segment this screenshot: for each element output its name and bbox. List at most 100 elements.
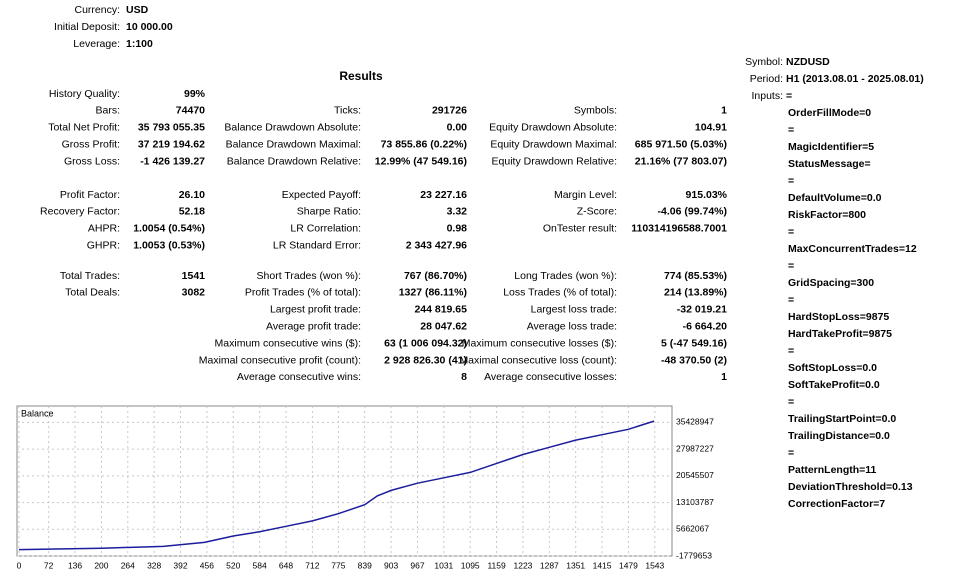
stat-label: GHPR: [87,239,120,251]
input-param: CorrectionFactor=7 [788,498,885,510]
results-title: Results [339,69,383,83]
setting-value: = [786,90,792,102]
stat-value: 110314196588.7001 [631,223,727,235]
y-tick-label: -1779653 [676,550,712,560]
y-tick-label: 13103787 [676,497,714,507]
stat-value: 1541 [182,270,206,282]
x-tick-label: 1415 [593,560,612,570]
stat-value: 2 928 826.30 (41) [384,354,467,366]
stat-value: 73 855.86 (0.22%) [381,138,467,150]
x-tick-label: 584 [253,560,267,570]
field-value: USD [126,4,149,16]
input-param: OrderFillMode=0 [788,107,871,119]
stat-label: Average loss trade: [527,320,617,332]
stat-value: 37 219 194.62 [138,138,205,150]
stat-value: 915.03% [686,189,728,201]
stat-value: 1.0053 (0.53%) [133,239,205,251]
input-param: GridSpacing=300 [788,277,874,289]
stat-value: -32 019.21 [677,304,727,316]
stat-value: 5 (-47 549.16) [661,337,727,349]
stat-value: 1 [721,371,727,383]
stat-value: -1 426 139.27 [140,155,205,167]
input-param: StatusMessage= [788,158,871,170]
stat-value: -4.06 (99.74%) [658,206,727,218]
field-value: 1:100 [126,38,153,50]
input-param: DefaultVolume=0.0 [788,192,882,204]
x-tick-label: 520 [226,560,240,570]
stat-value: 104.91 [695,122,727,134]
stat-label: AHPR: [88,223,120,235]
input-param: SoftTakeProfit=0.0 [788,379,880,391]
stat-value: 12.99% (47 549.16) [375,155,467,167]
stat-label: History Quality: [49,88,120,100]
x-tick-label: 136 [68,560,82,570]
stat-value: 1327 (86.11%) [399,287,467,299]
stat-value: 244 819.65 [414,304,467,316]
stat-label: Gross Profit: [62,138,120,150]
x-tick-label: 1031 [434,560,453,570]
stat-label: Balance Drawdown Absolute: [224,122,361,134]
balance-line [18,420,655,551]
stat-label: Maximum consecutive losses ($): [462,337,617,349]
stat-label: Total Trades: [60,270,120,282]
setting-label: Period: [750,73,783,85]
stat-label: LR Standard Error: [273,239,361,251]
stat-value: 3082 [182,287,206,299]
y-tick-label: 5662067 [676,524,709,534]
x-tick-label: 456 [200,560,214,570]
field-value: 10 000.00 [126,21,173,33]
stat-value: 99% [184,88,206,100]
stat-label: Profit Factor: [60,189,120,201]
input-param: HardTakeProfit=9875 [788,328,892,340]
stat-label: Symbols: [574,105,617,117]
chart-title: Balance [21,408,54,418]
stat-label: LR Correlation: [290,223,361,235]
setting-label: Symbol: [745,56,783,68]
input-param: TrailingStartPoint=0.0 [788,413,896,425]
stat-label: Average profit trade: [266,320,361,332]
stat-value: 1 [721,105,727,117]
stat-value: 2 343 427.96 [406,239,467,251]
stat-value: -48 370.50 (2) [661,354,727,366]
input-param: = [788,124,794,136]
x-tick-label: 1095 [461,560,480,570]
input-param: RiskFactor=800 [788,209,866,221]
stat-label: Equity Drawdown Maximal: [490,138,617,150]
input-param: PatternLength=11 [788,464,877,476]
stat-value: -6 664.20 [683,320,728,332]
stat-value: 21.16% (77 803.07) [635,155,727,167]
stat-value: 0.98 [447,223,468,235]
x-tick-label: 712 [305,560,319,570]
stat-value: 3.32 [447,206,468,218]
x-tick-label: 72 [44,560,54,570]
stat-label: Short Trades (won %): [257,270,361,282]
stat-value: 8 [461,371,467,383]
stat-label: Expected Payoff: [282,189,361,201]
field-label: Initial Deposit: [54,21,120,33]
input-param: = [788,447,794,459]
input-param: SoftStopLoss=0.0 [788,362,877,374]
stat-label: Ticks: [334,105,361,117]
stat-value: 291726 [432,105,467,117]
stat-label: Gross Loss: [64,155,120,167]
chart-frame [16,405,673,557]
stat-value: 0.00 [447,122,468,134]
x-tick-label: 200 [94,560,108,570]
stat-label: Sharpe Ratio: [297,206,361,218]
stat-value: 214 (13.89%) [664,287,727,299]
x-tick-label: 328 [147,560,161,570]
input-param: MagicIdentifier=5 [788,141,874,153]
stat-label: Average consecutive wins: [237,371,361,383]
stat-value: 52.18 [179,206,205,218]
stat-label: Z-Score: [577,206,617,218]
stat-label: Profit Trades (% of total): [245,287,361,299]
y-tick-label: 20545507 [676,470,714,480]
stat-label: Average consecutive losses: [484,371,617,383]
field-label: Leverage: [73,38,120,50]
stat-value: 774 (85.53%) [664,270,727,282]
stat-label: Long Trades (won %): [514,270,617,282]
input-param: = [788,345,794,357]
input-param: HardStopLoss=9875 [788,311,889,323]
x-tick-label: 839 [358,560,372,570]
x-tick-label: 264 [121,560,135,570]
